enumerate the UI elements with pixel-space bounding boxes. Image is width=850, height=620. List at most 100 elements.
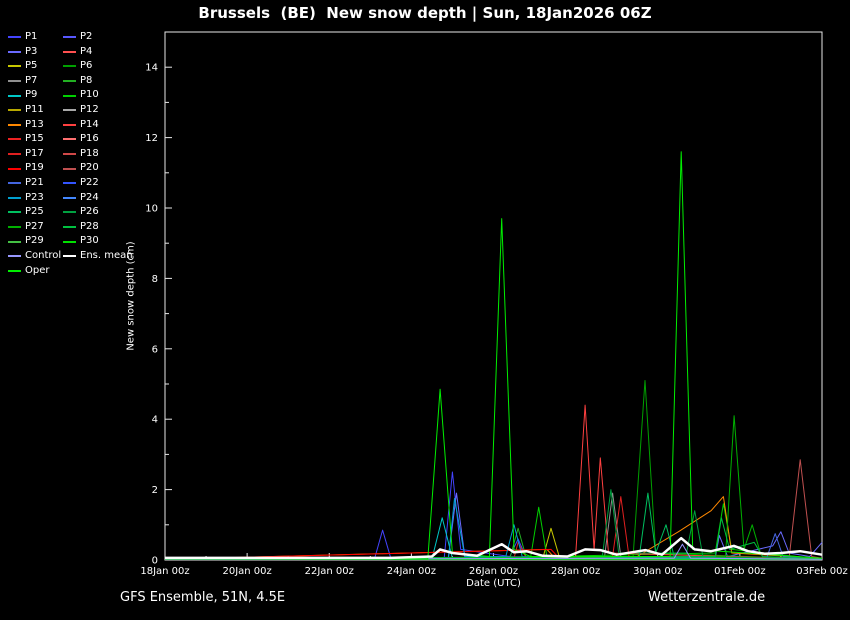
legend-item-p26: P26 — [63, 205, 143, 220]
legend-item-p5: P5 — [8, 59, 63, 74]
legend-color-dash — [8, 182, 21, 185]
legend-color-dash — [63, 94, 76, 97]
legend-item-p27: P27 — [8, 220, 63, 235]
legend-color-dash — [63, 182, 76, 185]
legend-label: P21 — [25, 176, 44, 188]
legend-color-dash — [63, 65, 76, 68]
legend-item-p4: P4 — [63, 45, 143, 60]
legend-color-dash — [63, 80, 76, 83]
legend-label: P20 — [80, 162, 99, 174]
legend-item-p30: P30 — [63, 234, 143, 249]
legend-item-p12: P12 — [63, 103, 143, 118]
legend-item-oper: Oper — [8, 264, 63, 279]
legend-item-p7: P7 — [8, 74, 63, 89]
legend-item-p18: P18 — [63, 147, 143, 162]
legend-label: P3 — [25, 45, 38, 57]
svg-text:24Jan 00z: 24Jan 00z — [387, 566, 436, 577]
legend-item-p1: P1 — [8, 30, 63, 45]
legend-item-p10: P10 — [63, 88, 143, 103]
legend-item-p22: P22 — [63, 176, 143, 191]
legend-item-p15: P15 — [8, 132, 63, 147]
legend-item-p28: P28 — [63, 220, 143, 235]
legend-label: P14 — [80, 118, 99, 130]
legend-color-dash — [8, 211, 21, 214]
legend-color-dash — [8, 109, 21, 112]
svg-text:14: 14 — [145, 63, 158, 74]
legend-item-p2: P2 — [63, 30, 143, 45]
legend-color-dash — [63, 211, 76, 214]
legend-item-p11: P11 — [8, 103, 63, 118]
legend-color-dash — [8, 36, 21, 39]
legend-color-dash — [63, 255, 76, 258]
legend-item-p6: P6 — [63, 59, 143, 74]
legend-label: P19 — [25, 162, 44, 174]
legend-label: P2 — [80, 31, 93, 42]
legend-item-p23: P23 — [8, 191, 63, 206]
legend-label: P16 — [80, 133, 99, 145]
svg-text:12: 12 — [145, 133, 158, 144]
legend-color-dash — [8, 153, 21, 156]
legend-label: P13 — [25, 118, 44, 130]
legend-color-dash — [8, 123, 21, 126]
legend-color-dash — [63, 50, 76, 53]
legend-label: P30 — [80, 235, 99, 247]
chart-title: Brussels (BE) New snow depth | Sun, 18Ja… — [198, 4, 652, 22]
legend-color-dash — [63, 123, 76, 126]
svg-text:10: 10 — [145, 204, 158, 215]
legend-label: P15 — [25, 133, 44, 145]
legend-item-ens-mean: Ens. mean — [63, 249, 143, 264]
legend-color-dash — [63, 153, 76, 156]
legend-label: P18 — [80, 147, 99, 159]
legend-color-dash — [63, 196, 76, 199]
legend-item-p8: P8 — [63, 74, 143, 89]
legend-label: P23 — [25, 191, 44, 203]
legend-label: P8 — [80, 74, 93, 86]
legend-item-p9: P9 — [8, 88, 63, 103]
legend-label: Oper — [25, 264, 50, 276]
legend-color-dash — [8, 94, 21, 97]
legend-item-p21: P21 — [8, 176, 63, 191]
legend-item-p13: P13 — [8, 118, 63, 133]
legend-color-dash — [63, 138, 76, 141]
legend-label: P11 — [25, 103, 44, 115]
legend-color-dash — [8, 167, 21, 170]
legend-color-dash — [63, 167, 76, 170]
legend-color-dash — [8, 65, 21, 68]
svg-text:18Jan 00z: 18Jan 00z — [140, 566, 189, 577]
legend-label: P7 — [25, 74, 38, 86]
svg-text:30Jan 00z: 30Jan 00z — [633, 566, 682, 577]
legend-color-dash — [63, 226, 76, 229]
legend-color-dash — [63, 240, 76, 243]
svg-text:4: 4 — [152, 415, 158, 426]
legend-label: P17 — [25, 147, 44, 159]
legend-label: P24 — [80, 191, 99, 203]
svg-text:8: 8 — [152, 274, 158, 285]
legend-item-p25: P25 — [8, 205, 63, 220]
legend-color-dash — [8, 80, 21, 83]
legend-label: P6 — [80, 60, 93, 72]
svg-text:0: 0 — [152, 556, 158, 567]
legend-color-dash — [63, 109, 76, 112]
legend-color-dash — [63, 36, 76, 39]
legend-label: P26 — [80, 206, 99, 218]
svg-text:22Jan 00z: 22Jan 00z — [305, 566, 354, 577]
legend-label: P1 — [25, 31, 38, 42]
legend-label: P12 — [80, 103, 99, 115]
legend-color-dash — [8, 50, 21, 53]
legend-item-p29: P29 — [8, 234, 63, 249]
legend-item-control: Control — [8, 249, 63, 264]
legend-label: P27 — [25, 220, 44, 232]
svg-text:03Feb 00z: 03Feb 00z — [796, 566, 848, 577]
legend-item-p19: P19 — [8, 161, 63, 176]
svg-text:20Jan 00z: 20Jan 00z — [222, 566, 271, 577]
legend-label: P22 — [80, 176, 99, 188]
svg-text:01Feb 00z: 01Feb 00z — [714, 566, 766, 577]
legend-item-p16: P16 — [63, 132, 143, 147]
legend-color-dash — [8, 226, 21, 229]
legend-color-dash — [8, 269, 21, 272]
model-info-text: GFS Ensemble, 51N, 4.5E — [120, 590, 286, 605]
legend-color-dash — [8, 196, 21, 199]
legend-label: P9 — [25, 89, 38, 101]
svg-text:28Jan 00z: 28Jan 00z — [551, 566, 600, 577]
